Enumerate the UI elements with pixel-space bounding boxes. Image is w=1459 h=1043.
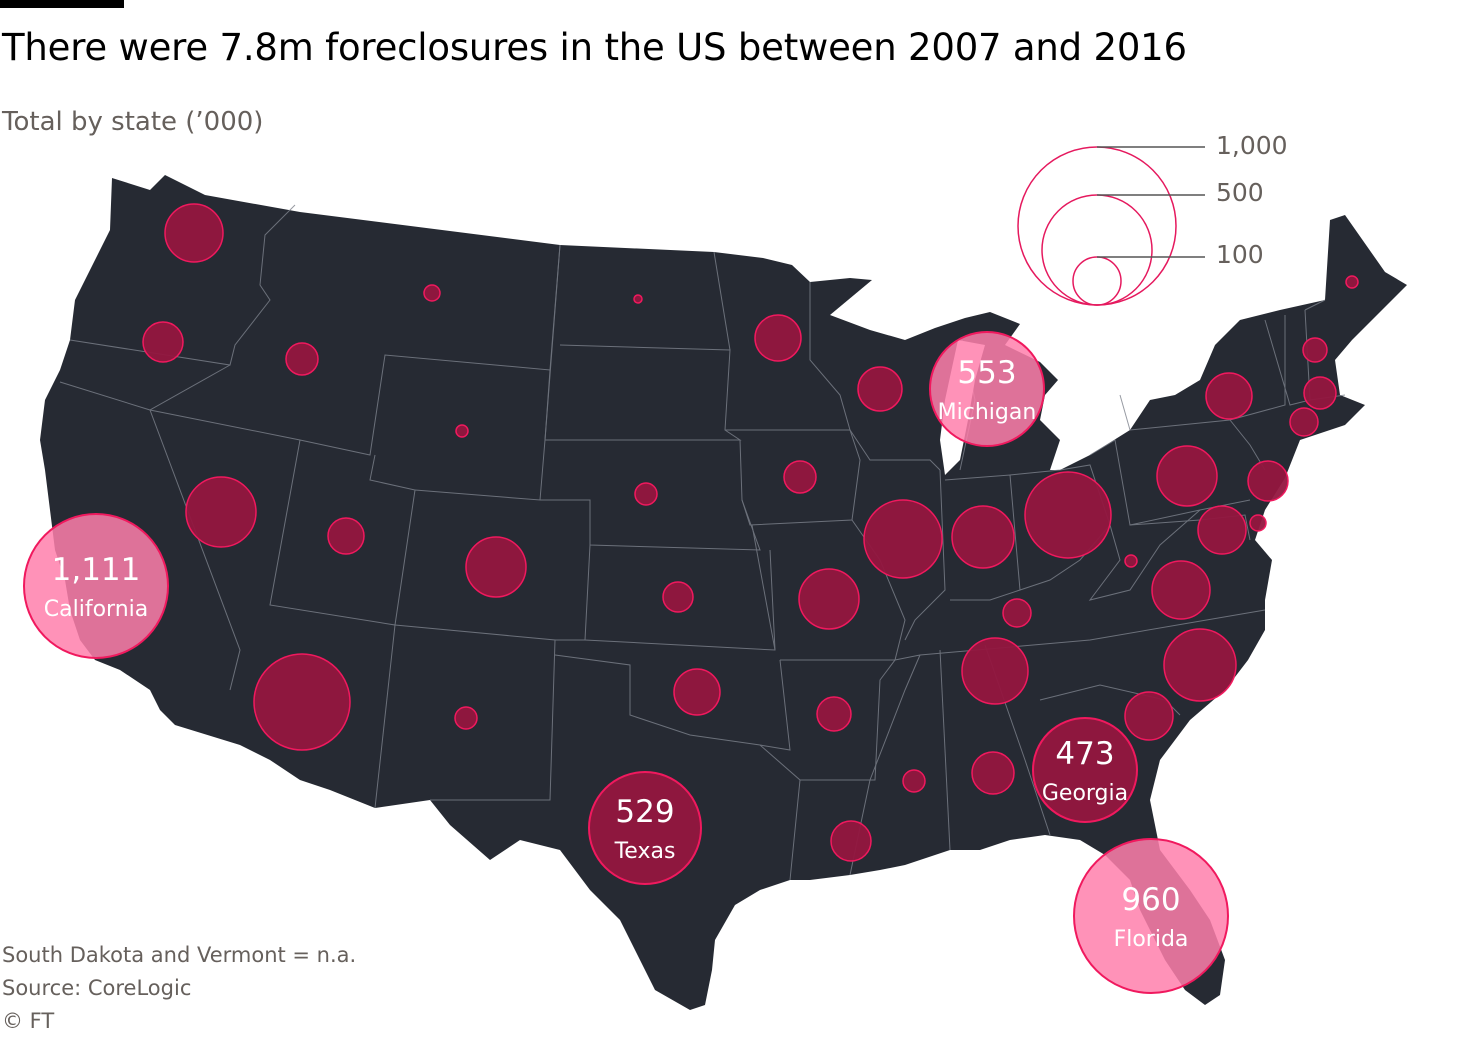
state-bubble: [1303, 376, 1337, 410]
state-bubble: [455, 424, 469, 438]
value-label-georgia: 473: [1055, 736, 1114, 772]
top-accent-bar: [0, 0, 124, 8]
state-bubble: [185, 476, 257, 548]
legend-circle-500: [1041, 194, 1153, 306]
state-bubble: [863, 499, 943, 579]
state-bubble: [830, 820, 872, 862]
legend-label-500: 500: [1216, 178, 1264, 207]
chart-title: There were 7.8m foreclosures in the US b…: [2, 26, 1187, 69]
state-bubble: [662, 581, 694, 613]
state-bubble-florida: [1073, 838, 1229, 994]
state-bubble: [633, 294, 643, 304]
state-bubble: [857, 366, 903, 412]
state-bubble: [465, 536, 527, 598]
source-note: Source: CoreLogic: [2, 976, 192, 1000]
state-bubble: [142, 321, 184, 363]
state-bubble: [816, 696, 852, 732]
state-bubble: [327, 517, 365, 555]
state-bubble-georgia: [1032, 717, 1138, 823]
state-bubble: [783, 460, 817, 494]
state-bubble: [951, 505, 1015, 569]
state-bubble: [971, 751, 1015, 795]
state-bubble-michigan: [929, 331, 1045, 447]
state-bubble: [1205, 372, 1253, 420]
value-label-michigan: 553: [957, 355, 1016, 391]
legend-circle-100: [1072, 256, 1122, 306]
chart-subtitle: Total by state (’000): [2, 107, 264, 137]
copyright-note: © FT: [2, 1009, 55, 1033]
state-bubble: [1249, 514, 1267, 532]
state-bubbles: 1,111 California 960 Florida 553 Michigan 529 T…: [23, 203, 1359, 994]
state-name-label-texas: Texas: [614, 839, 676, 864]
state-name-label-georgia: Georgia: [1042, 781, 1128, 806]
value-label-california: 1,111: [52, 552, 141, 588]
state-bubble: [285, 342, 319, 376]
state-bubble-california: [23, 513, 169, 659]
legend-label-1000: 1,000: [1216, 131, 1288, 160]
state-bubble: [673, 668, 721, 716]
state-borders: [59, 204, 1346, 881]
state-bubble: [1151, 560, 1211, 620]
state-bubble: [1024, 471, 1112, 559]
state-bubble: [164, 203, 224, 263]
value-label-florida: 960: [1121, 882, 1180, 918]
state-bubble: [798, 568, 860, 630]
state-bubble-texas: [588, 771, 702, 885]
state-bubble: [423, 284, 441, 302]
state-bubble: [754, 314, 802, 362]
state-bubble: [1302, 337, 1328, 363]
state-bubble: [454, 706, 478, 730]
state-bubble: [253, 653, 351, 751]
value-label-texas: 529: [615, 794, 674, 830]
state-bubble: [634, 482, 658, 506]
state-name-label-california: California: [44, 597, 148, 622]
state-bubble: [1289, 407, 1319, 437]
legend-circle-1000: [1017, 146, 1177, 306]
state-bubble: [961, 637, 1029, 705]
legend-label-100: 100: [1216, 240, 1264, 269]
state-bubble: [902, 769, 926, 793]
size-legend: [1017, 146, 1205, 306]
state-bubble: [1345, 275, 1359, 289]
state-bubble: [1156, 445, 1218, 507]
state-bubble: [1247, 460, 1289, 502]
state-name-label-michigan: Michigan: [938, 400, 1037, 425]
state-bubble: [1002, 598, 1032, 628]
state-bubble: [1124, 691, 1174, 741]
state-name-label-florida: Florida: [1114, 927, 1189, 952]
state-bubble: [1197, 505, 1247, 555]
state-bubble: [1163, 628, 1237, 702]
footnote-na: South Dakota and Vermont = n.a.: [2, 943, 357, 967]
state-bubble: [1124, 554, 1138, 568]
